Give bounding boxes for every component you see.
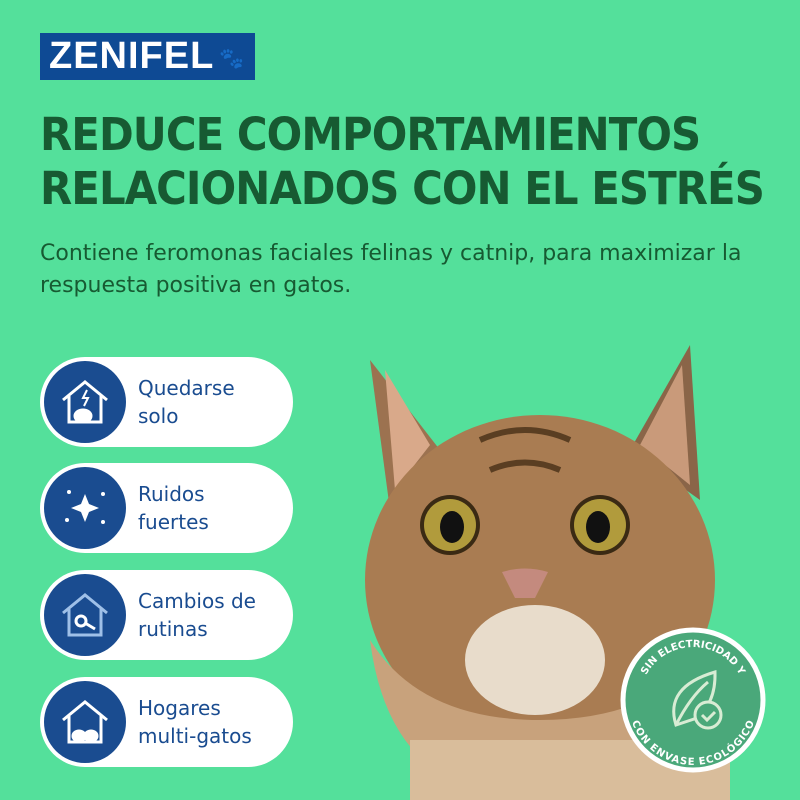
feature-label: Cambios de — [138, 589, 256, 613]
feature-label: solo — [138, 404, 179, 428]
headline-line-2: RELACIONADOS CON EL ESTRÉS — [40, 162, 765, 215]
feature-label: multi-gatos — [138, 724, 252, 748]
leaf-check-icon — [672, 670, 723, 730]
feature-label: fuertes — [138, 510, 209, 534]
brand-name: ZENIFEL — [49, 35, 215, 77]
paw-icon: 🐾 — [219, 48, 245, 70]
house-keys-icon — [44, 574, 126, 656]
feature-quedarse-solo: Quedarse solo — [40, 357, 293, 447]
cat-photo — [365, 345, 730, 800]
feature-label: Ruidos — [138, 482, 205, 506]
brand-logo: ZENIFEL 🐾 — [40, 33, 255, 80]
house-multi-cat-icon — [44, 681, 126, 763]
feature-hogares-multigatos: Hogares multi-gatos — [40, 677, 293, 767]
house-lightning-cat-icon — [44, 361, 126, 443]
feature-ruidos-fuertes: Ruidos fuertes — [40, 463, 293, 553]
headline-line-1: REDUCE COMPORTAMIENTOS — [40, 108, 701, 161]
feature-label: rutinas — [138, 617, 208, 641]
feature-label: Quedarse — [138, 376, 235, 400]
subtitle: Contiene feromonas faciales felinas y ca… — [40, 241, 742, 298]
feature-label: Hogares — [138, 696, 221, 720]
eco-badge: SIN ELECTRICIDAD Y CON ENVASE ECOLÓGICO — [620, 627, 766, 773]
headline: REDUCE COMPORTAMIENTOS RELACIONADOS CON E… — [40, 108, 765, 216]
feature-cambios-rutinas: Cambios de rutinas — [40, 570, 293, 660]
sparkle-noise-icon — [44, 467, 126, 549]
